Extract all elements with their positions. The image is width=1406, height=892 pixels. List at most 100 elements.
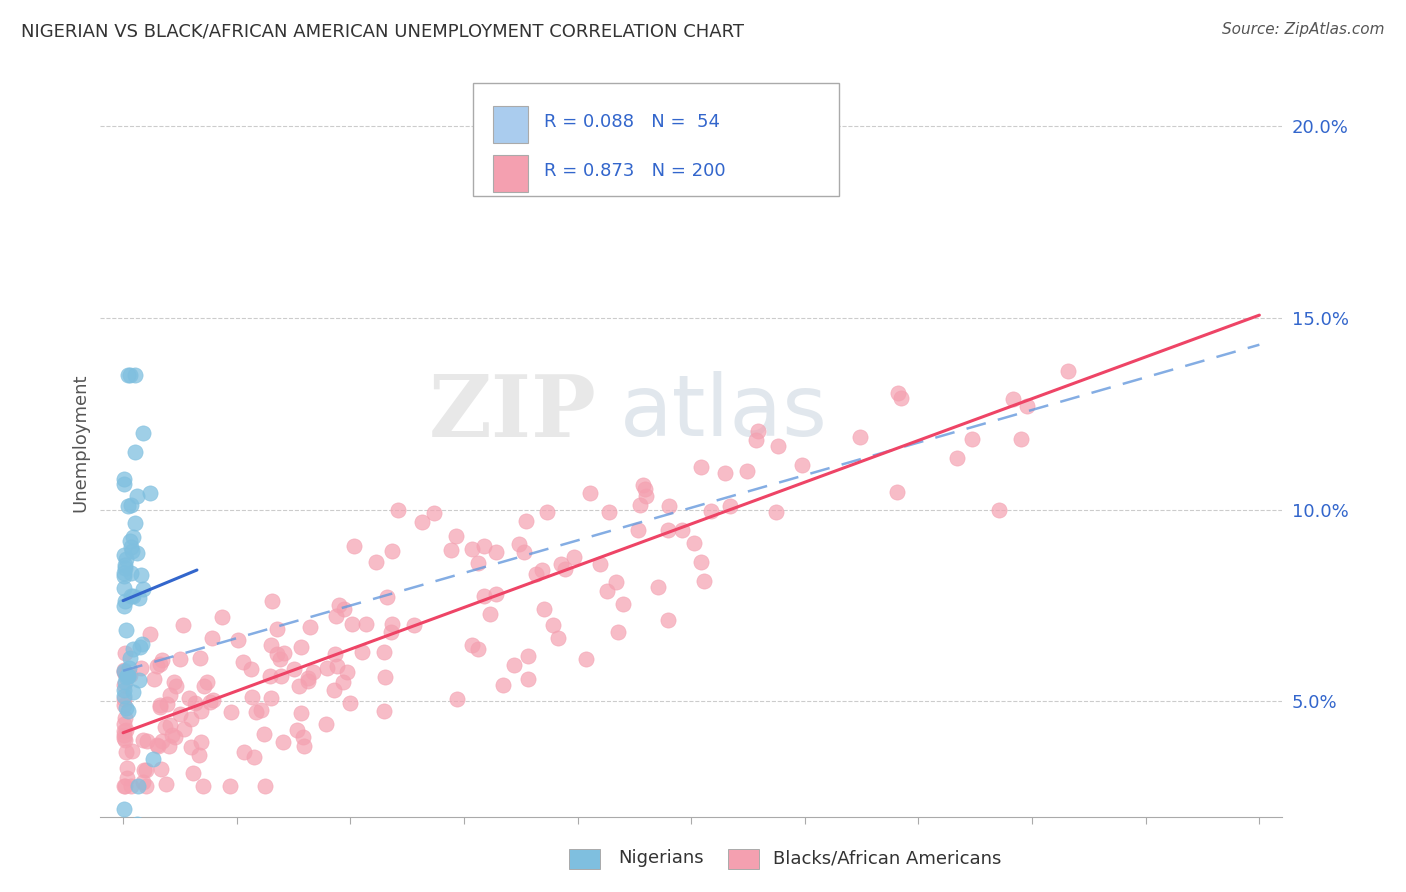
Point bbox=[112, 692, 135, 706]
Point bbox=[380, 624, 402, 639]
Point bbox=[117, 704, 139, 718]
Point bbox=[120, 534, 142, 549]
Point bbox=[132, 775, 155, 789]
Point bbox=[112, 477, 135, 491]
Point bbox=[886, 484, 908, 499]
Point bbox=[162, 674, 184, 689]
Point bbox=[117, 500, 139, 514]
Text: R = 0.873   N = 200: R = 0.873 N = 200 bbox=[544, 162, 725, 180]
Point bbox=[188, 747, 211, 762]
Point bbox=[118, 661, 141, 675]
Point bbox=[440, 543, 463, 558]
Point bbox=[718, 500, 741, 514]
Point bbox=[485, 587, 508, 601]
Point bbox=[114, 711, 136, 725]
Text: Nigerians: Nigerians bbox=[619, 849, 704, 867]
Point bbox=[240, 661, 263, 675]
Point bbox=[112, 728, 135, 742]
Point bbox=[173, 723, 195, 737]
Point bbox=[125, 489, 148, 503]
Point bbox=[136, 733, 159, 747]
Point bbox=[524, 567, 547, 582]
Point bbox=[332, 675, 354, 690]
Point bbox=[124, 516, 146, 531]
Point bbox=[288, 679, 311, 693]
Point bbox=[292, 730, 315, 744]
Point bbox=[228, 632, 250, 647]
Point bbox=[530, 563, 553, 577]
Point bbox=[115, 723, 138, 738]
Point bbox=[636, 489, 658, 503]
Point bbox=[259, 669, 281, 683]
Point bbox=[333, 602, 356, 616]
Point bbox=[657, 613, 679, 627]
Point bbox=[132, 582, 155, 597]
Point bbox=[579, 486, 602, 500]
Point bbox=[115, 772, 138, 786]
Point bbox=[112, 665, 135, 679]
Point bbox=[114, 745, 136, 759]
Point bbox=[121, 589, 143, 603]
Point bbox=[290, 640, 312, 654]
Point bbox=[121, 543, 143, 558]
Point bbox=[114, 558, 136, 573]
Point bbox=[690, 460, 713, 475]
Point bbox=[260, 691, 283, 706]
Point bbox=[658, 500, 681, 514]
Point bbox=[242, 690, 264, 705]
Point bbox=[120, 566, 142, 580]
Point bbox=[889, 391, 911, 405]
Point bbox=[145, 738, 167, 752]
Point bbox=[253, 779, 276, 793]
Point bbox=[141, 752, 163, 766]
Point bbox=[149, 762, 172, 776]
Point bbox=[533, 602, 555, 616]
Point bbox=[508, 537, 530, 551]
Point bbox=[595, 584, 617, 599]
Point bbox=[112, 724, 135, 739]
Point bbox=[115, 669, 138, 683]
Point bbox=[115, 623, 138, 637]
Point bbox=[547, 632, 569, 646]
Point bbox=[120, 540, 142, 554]
Point bbox=[328, 598, 350, 612]
Point bbox=[149, 698, 172, 713]
Point bbox=[631, 477, 654, 491]
Point bbox=[647, 580, 669, 594]
Point bbox=[411, 515, 433, 529]
Point bbox=[364, 556, 387, 570]
Point bbox=[1010, 432, 1032, 446]
Point bbox=[112, 566, 135, 581]
Point bbox=[112, 599, 135, 613]
Point bbox=[375, 591, 398, 605]
Point bbox=[190, 735, 212, 749]
Point bbox=[683, 536, 706, 550]
Point bbox=[219, 705, 242, 719]
Point bbox=[114, 779, 136, 793]
Point bbox=[159, 688, 181, 702]
Point bbox=[292, 739, 315, 754]
Point bbox=[768, 440, 790, 454]
Point bbox=[112, 689, 135, 703]
Point bbox=[461, 639, 484, 653]
Point bbox=[115, 701, 138, 715]
Point bbox=[165, 679, 187, 693]
Point bbox=[150, 653, 173, 667]
Point bbox=[354, 617, 377, 632]
Point bbox=[605, 574, 627, 589]
Point bbox=[266, 622, 288, 636]
Point bbox=[589, 557, 612, 571]
Point bbox=[114, 582, 136, 596]
Point bbox=[112, 731, 135, 746]
Point bbox=[554, 562, 576, 576]
Point bbox=[135, 763, 157, 777]
Point bbox=[114, 594, 136, 608]
Point bbox=[180, 739, 202, 754]
Point bbox=[219, 779, 242, 793]
Point bbox=[117, 669, 139, 683]
Point bbox=[114, 561, 136, 575]
Point bbox=[273, 646, 295, 660]
Point bbox=[156, 698, 179, 712]
Point bbox=[887, 385, 910, 400]
Point bbox=[747, 425, 769, 439]
